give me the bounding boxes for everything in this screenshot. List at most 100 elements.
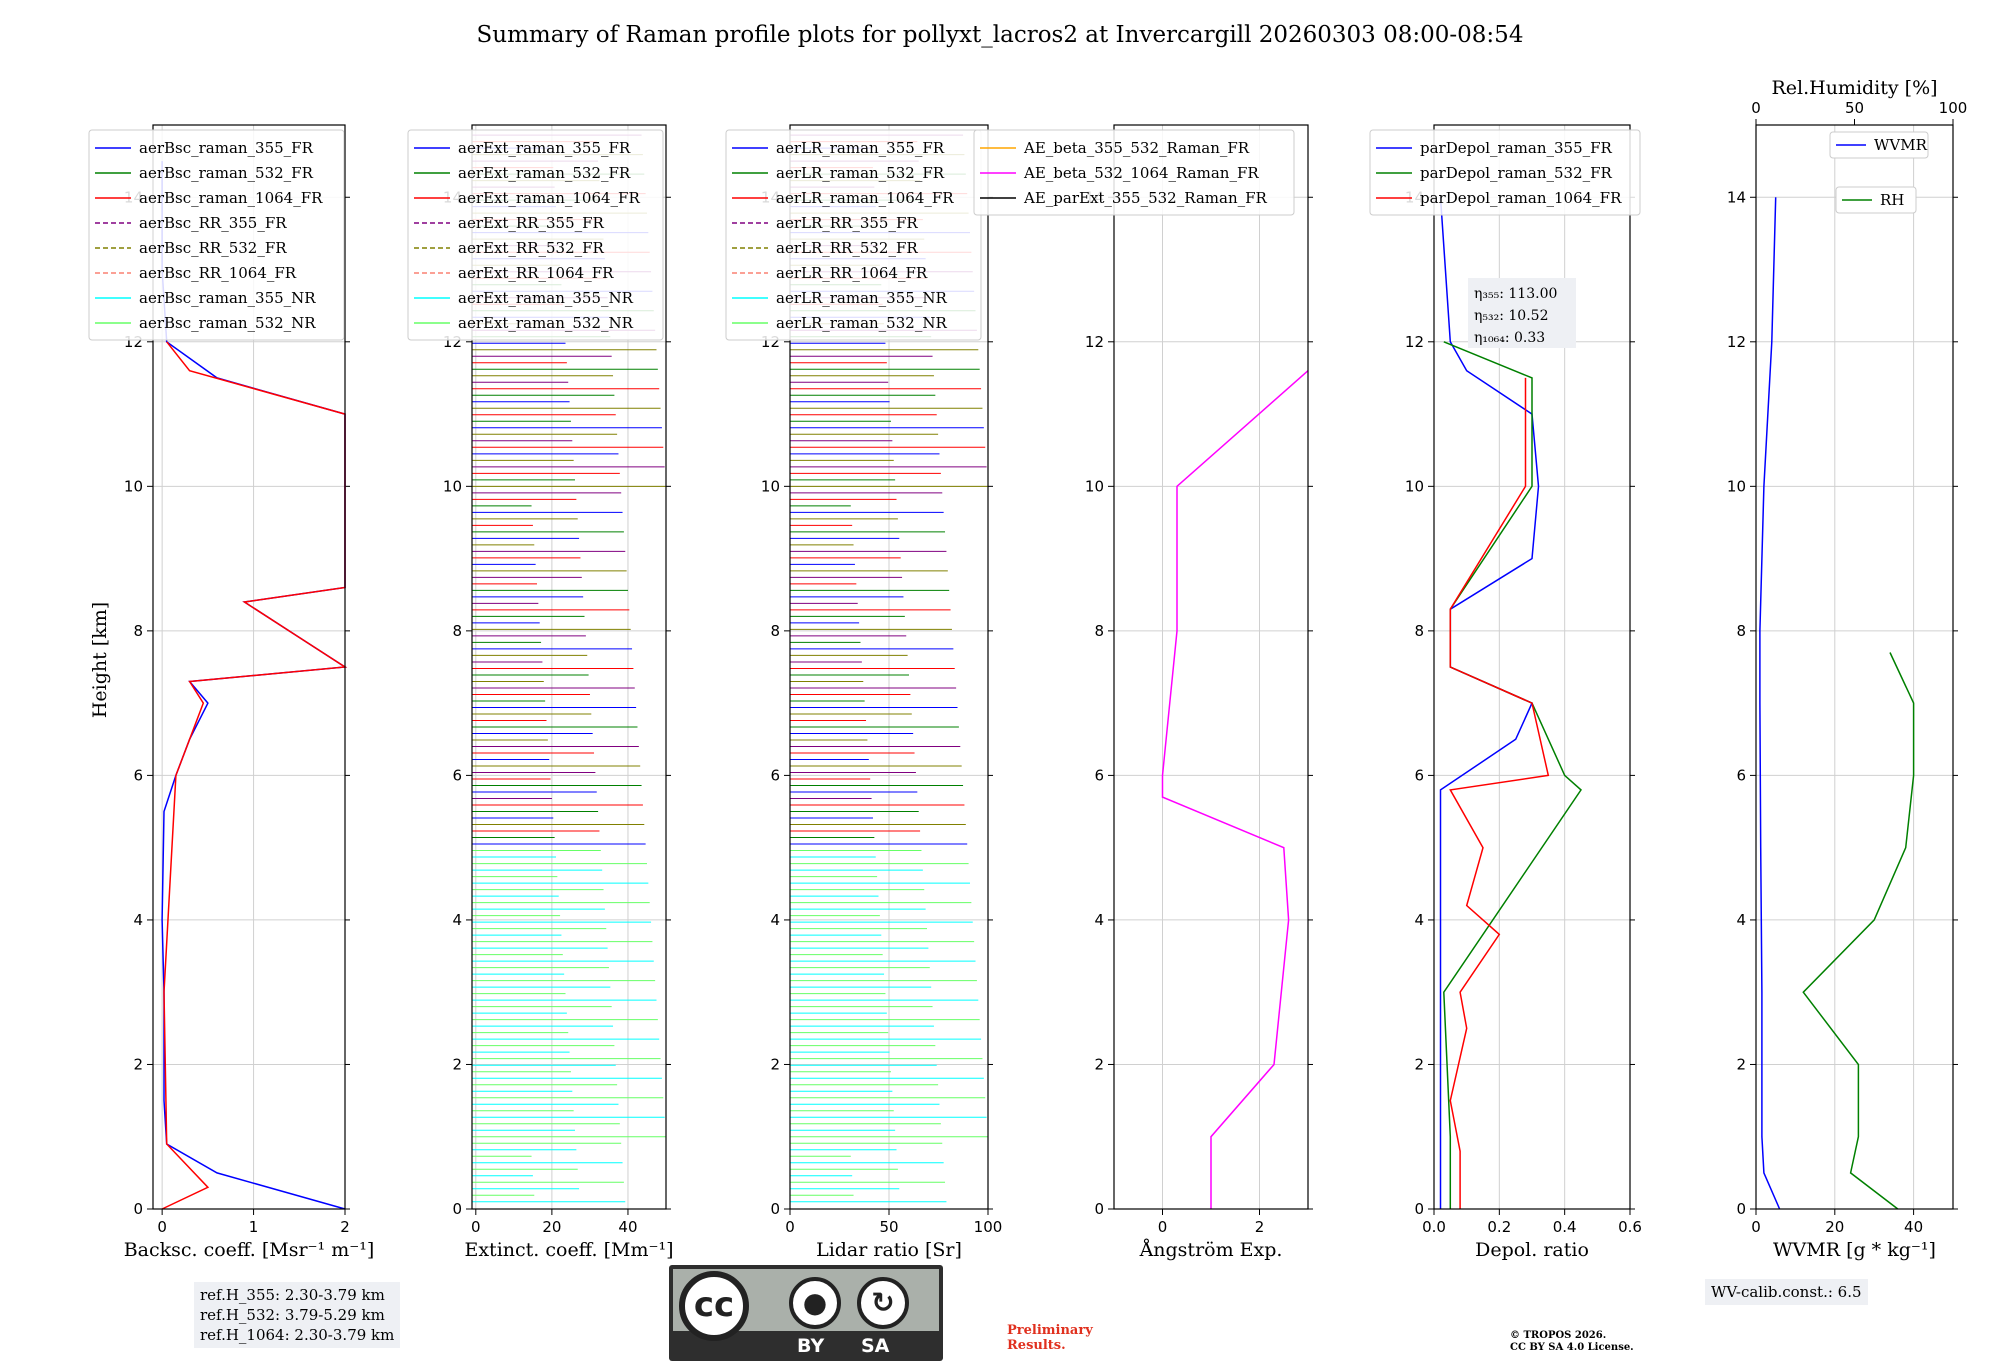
legend-label: aerLR_RR_532_FR <box>776 239 918 257</box>
legend-box <box>973 129 1295 216</box>
legend-box <box>88 129 345 341</box>
ytick-label: 8 <box>1094 622 1104 640</box>
ytick-label: 10 <box>1405 477 1424 495</box>
xtick-label: 20 <box>542 1218 561 1236</box>
panel-5: 0.00.20.40.602468101214Depol. ratioparDe… <box>1369 124 1642 1261</box>
ytick-label: 2 <box>1094 1055 1104 1073</box>
ytick-label: 10 <box>1727 477 1746 495</box>
legend-label: aerExt_RR_355_FR <box>458 214 605 232</box>
ytick-label: 8 <box>1736 622 1746 640</box>
legend-label: aerBsc_RR_355_FR <box>139 214 287 232</box>
ytick-label: 6 <box>133 766 143 784</box>
legend-box <box>725 129 982 341</box>
xtick-label: 50 <box>879 1218 898 1236</box>
ytick-label: 6 <box>1736 766 1746 784</box>
legend-label: aerLR_raman_532_FR <box>776 164 945 182</box>
series-line-AE_beta_532_1064_Raman_FR <box>1161 370 1309 1209</box>
ytick-label: 6 <box>770 766 780 784</box>
legend-box <box>1369 129 1641 216</box>
figure-title: Summary of Raman profile plots for polly… <box>476 22 1524 48</box>
ytick-label: 0 <box>1094 1200 1104 1218</box>
top-tick-label: 0 <box>1751 99 1761 117</box>
copyright-line-2: CC BY SA 4.0 License. <box>1510 1342 1634 1353</box>
axes-frame <box>789 124 989 1210</box>
ytick-label: 4 <box>133 911 143 929</box>
ytick-label: 0 <box>133 1200 143 1218</box>
axes-frame <box>471 124 667 1210</box>
legend-label: aerExt_raman_355_NR <box>458 289 634 307</box>
ytick-label: 6 <box>452 766 462 784</box>
axes-frame <box>1755 124 1954 1210</box>
legend-label: aerBsc_raman_355_FR <box>139 139 314 157</box>
legend-label: aerExt_RR_532_FR <box>458 239 605 257</box>
ytick-label: 4 <box>452 911 462 929</box>
panel-1: 01202468101214Backsc. coeff. [Msr⁻¹ m⁻¹]… <box>88 124 375 1261</box>
legend-label: parDepol_raman_355_FR <box>1420 139 1613 157</box>
legend-label: aerExt_raman_355_FR <box>458 139 631 157</box>
xtick-label: 0 <box>1751 1218 1761 1236</box>
top-tick-label: 100 <box>1939 99 1968 117</box>
wv-calibration-box: WV-calib.const.: 6.5 <box>1705 1279 1868 1305</box>
ytick-label: 4 <box>770 911 780 929</box>
legend-label: aerLR_RR_1064_FR <box>776 264 928 282</box>
xtick-label: 100 <box>974 1218 1003 1236</box>
x-axis-label: Depol. ratio <box>1475 1239 1589 1261</box>
legend-label: aerExt_raman_1064_FR <box>458 189 640 207</box>
xtick-label: 0.4 <box>1553 1218 1577 1236</box>
panel-6: 0 20 40 0 2 4 6 8 10 12 14 WVMR [g * kg⁻¹] 0 50 100Rel… <box>1727 77 1967 1261</box>
legend-label: AE_beta_532_1064_Raman_FR <box>1023 164 1259 182</box>
eta-value: η₁₀₆₄: 0.33 <box>1474 330 1545 346</box>
copyright-note: © TROPOS 2026. CC BY SA 4.0 License. <box>1510 1330 1634 1354</box>
ref-height-532: ref.H_532: 3.79-5.29 km <box>200 1306 385 1324</box>
legend-label: aerBsc_raman_532_FR <box>139 164 314 182</box>
eta-box <box>1468 278 1576 348</box>
xtick-label: 2 <box>1255 1218 1265 1236</box>
ytick-label: 2 <box>1414 1055 1424 1073</box>
legend-label: aerBsc_raman_532_NR <box>139 314 316 332</box>
ytick-label: 4 <box>1414 911 1424 929</box>
ytick-label: 2 <box>770 1055 780 1073</box>
ytick-label: 0 <box>1736 1200 1746 1218</box>
ytick-label: 10 <box>1085 477 1104 495</box>
ytick-label: 4 <box>1736 911 1746 929</box>
preliminary-note: Preliminary Results. <box>1007 1323 1093 1353</box>
cc-license-badge[interactable]: cc ● ↻ BY SA <box>669 1265 943 1361</box>
legend-label: aerLR_raman_355_FR <box>776 139 945 157</box>
cc-icon: cc <box>679 1271 749 1341</box>
legend-label: aerLR_raman_1064_FR <box>776 189 954 207</box>
xtick-label: 40 <box>618 1218 637 1236</box>
copyright-line-1: © TROPOS 2026. <box>1510 1330 1607 1341</box>
xtick-label: 0 <box>1158 1218 1168 1236</box>
top-tick-label: 50 <box>1845 99 1864 117</box>
legend-box-rh <box>1835 186 1917 214</box>
ytick-label: 0 <box>452 1200 462 1218</box>
xtick-label: 0 <box>157 1218 167 1236</box>
legend-label: aerBsc_raman_1064_FR <box>139 189 323 207</box>
legend-box <box>407 129 664 341</box>
xtick-label: 2 <box>340 1218 350 1236</box>
legend-label: parDepol_raman_532_FR <box>1420 164 1613 182</box>
ytick-label: 14 <box>1727 188 1746 206</box>
xtick-label: 0.0 <box>1422 1218 1446 1236</box>
ytick-label: 10 <box>761 477 780 495</box>
x-axis-label: Lidar ratio [Sr] <box>816 1239 962 1261</box>
ytick-label: 8 <box>1414 622 1424 640</box>
x-axis-label: Ångström Exp. <box>1139 1239 1283 1261</box>
cc-by-label: BY <box>797 1335 825 1357</box>
legend-label-wvmr: WVMR <box>1874 136 1928 154</box>
xtick-label: 40 <box>1904 1218 1923 1236</box>
ytick-label: 8 <box>770 622 780 640</box>
y-axis-label: Height [km] <box>89 602 111 718</box>
ytick-label: 0 <box>1414 1200 1424 1218</box>
legend-label: aerLR_raman_532_NR <box>776 314 947 332</box>
ref-height-355: ref.H_355: 2.30-3.79 km <box>200 1286 385 1304</box>
panel-3: 05010002468101214Lidar ratio [Sr]aerLR_r… <box>725 124 1003 1261</box>
legend-label: aerExt_RR_1064_FR <box>458 264 614 282</box>
ytick-label: 6 <box>1094 766 1104 784</box>
legend-label: aerLR_raman_355_NR <box>776 289 947 307</box>
series-line-RH <box>1802 652 1915 1210</box>
x-axis-label: Backsc. coeff. [Msr⁻¹ m⁻¹] <box>124 1239 375 1261</box>
preliminary-line-1: Preliminary <box>1007 1323 1093 1338</box>
ytick-label: 2 <box>1736 1055 1746 1073</box>
